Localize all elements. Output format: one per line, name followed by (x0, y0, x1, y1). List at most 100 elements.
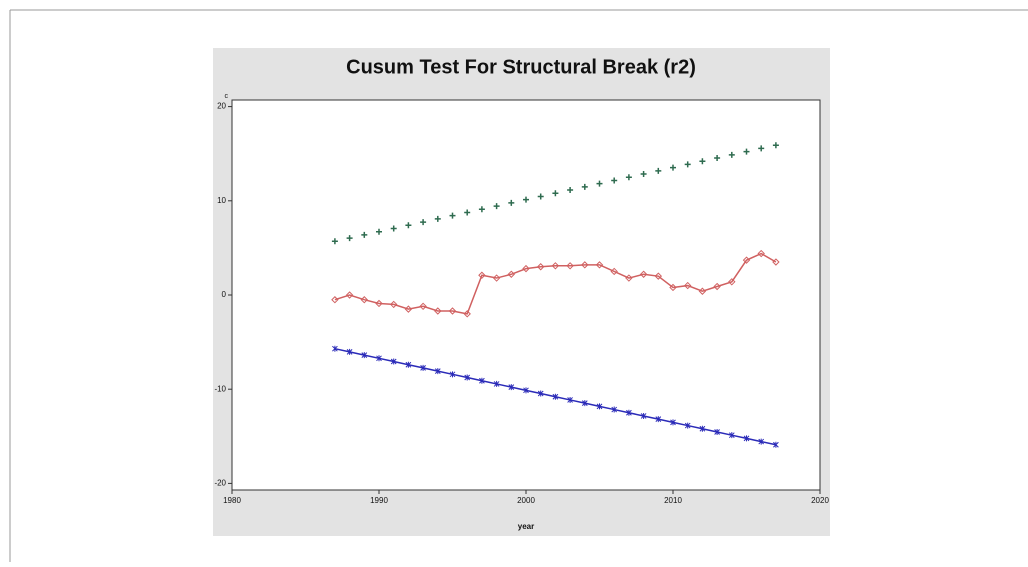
y-tick-label: -20 (214, 479, 226, 488)
x-axis-label: year (518, 522, 534, 531)
marker (728, 278, 736, 286)
marker (581, 183, 588, 190)
marker (758, 438, 765, 445)
marker (552, 393, 559, 400)
marker (567, 187, 574, 194)
marker (523, 387, 529, 394)
marker (434, 215, 441, 222)
marker (595, 261, 604, 269)
marker (772, 142, 779, 149)
marker (670, 419, 676, 426)
marker (758, 145, 765, 152)
marker (449, 212, 456, 219)
marker (639, 270, 648, 278)
marker (478, 271, 486, 279)
x-tick-label: 2020 (811, 496, 829, 505)
marker (404, 305, 413, 313)
marker (479, 377, 485, 384)
marker (610, 267, 618, 276)
chart-title: Cusum Test For Structural Break (r2) (346, 56, 696, 78)
marker (684, 422, 691, 429)
marker (332, 345, 338, 352)
marker (655, 416, 662, 423)
marker (625, 174, 632, 181)
marker (714, 428, 720, 435)
marker (626, 409, 632, 416)
marker (522, 264, 530, 273)
marker (611, 406, 618, 413)
marker (492, 274, 501, 282)
marker (448, 307, 457, 315)
marker (640, 171, 647, 178)
marker (508, 384, 515, 391)
marker (463, 310, 471, 318)
marker (654, 272, 663, 280)
marker (566, 262, 574, 270)
marker (376, 228, 382, 235)
marker (390, 358, 397, 365)
x-tick-label: 1990 (370, 496, 388, 505)
marker (742, 256, 751, 264)
y-tick-label: 0 (222, 290, 227, 299)
marker (464, 374, 471, 381)
marker (376, 355, 382, 362)
marker (361, 352, 368, 359)
marker (507, 270, 516, 278)
marker (420, 364, 426, 371)
marker (713, 282, 721, 291)
plot-area (231, 99, 821, 491)
marker (552, 190, 559, 197)
marker (536, 263, 545, 271)
x-tick-label: 2000 (517, 496, 535, 505)
marker (493, 380, 500, 387)
marker (537, 390, 544, 397)
x-tick-label: 2010 (664, 496, 682, 505)
marker (728, 151, 735, 158)
marker (625, 274, 633, 282)
y-tick-label: -10 (214, 384, 226, 393)
marker (346, 235, 353, 242)
marker (714, 155, 721, 162)
marker (551, 262, 560, 270)
marker (346, 348, 353, 355)
marker (434, 368, 441, 375)
marker (684, 161, 691, 168)
marker (508, 199, 515, 206)
marker (772, 258, 780, 266)
marker (743, 435, 750, 442)
marker (478, 206, 485, 213)
marker (757, 249, 765, 258)
marker (434, 307, 442, 315)
y-axis-label: c (225, 93, 229, 100)
marker (360, 296, 369, 304)
marker (419, 302, 427, 311)
marker (698, 287, 707, 295)
marker (493, 203, 500, 210)
marker (683, 281, 692, 290)
series-line (334, 252, 777, 315)
marker (581, 400, 588, 407)
marker (345, 291, 354, 299)
marker (596, 403, 603, 410)
marker (420, 219, 427, 226)
x-tick-label: 1980 (223, 496, 241, 505)
marker (405, 361, 412, 368)
marker (375, 299, 383, 308)
marker (655, 167, 662, 174)
marker (669, 283, 677, 292)
marker (361, 231, 368, 238)
marker (640, 412, 647, 419)
marker (699, 158, 706, 165)
marker (537, 193, 544, 200)
y-tick-label: 20 (217, 102, 226, 111)
marker (390, 225, 397, 232)
marker (596, 180, 603, 187)
marker (523, 196, 529, 203)
marker (611, 177, 618, 184)
marker (464, 209, 471, 216)
marker (331, 296, 339, 304)
y-tick-label: 10 (217, 196, 226, 205)
marker (743, 148, 750, 155)
marker (449, 371, 456, 378)
